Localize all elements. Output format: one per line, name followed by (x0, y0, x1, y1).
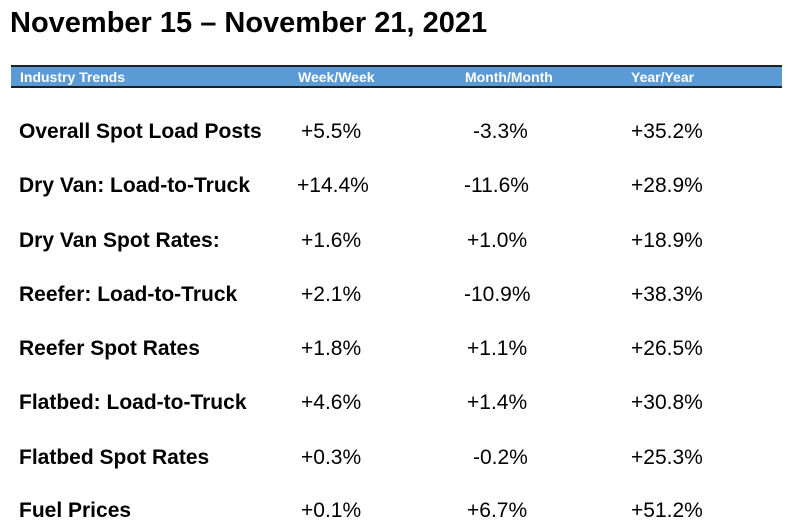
year-value: +30.8% (631, 391, 703, 414)
week-value: +0.3% (301, 446, 362, 469)
header-week-week: Week/Week (298, 69, 375, 85)
table-row: Flatbed: Load-to-Truck +4.6% +1.4% +30.8… (0, 388, 788, 418)
month-value: -10.9% (464, 283, 531, 306)
header-year-year: Year/Year (631, 69, 695, 85)
year-value: +35.2% (631, 120, 703, 143)
year-value: +18.9% (631, 229, 703, 252)
table-row: Fuel Prices +0.1% +6.7% +51.2% (0, 496, 788, 526)
year-value: +38.3% (631, 283, 703, 306)
table-header: Industry Trends Week/Week Month/Month Ye… (11, 65, 782, 88)
week-value: +14.4% (297, 174, 369, 197)
week-value: +2.1% (301, 283, 362, 306)
month-value: -11.6% (464, 174, 529, 197)
year-value: +25.3% (631, 446, 703, 469)
row-label: Flatbed: Load-to-Truck (19, 391, 247, 414)
week-value: +1.6% (301, 229, 362, 252)
row-label: Overall Spot Load Posts (19, 120, 262, 143)
week-value: +0.1% (301, 499, 362, 522)
row-label: Fuel Prices (19, 499, 132, 522)
month-value: +6.7% (467, 499, 528, 522)
month-value: +1.4% (467, 391, 528, 414)
week-value: +5.5% (301, 120, 362, 143)
week-value: +1.8% (301, 337, 362, 360)
row-label: Reefer: Load-to-Truck (19, 283, 238, 306)
table-row: Reefer Spot Rates +1.8% +1.1% +26.5% (0, 334, 788, 364)
header-industry-trends: Industry Trends (20, 69, 126, 85)
row-label: Dry Van Spot Rates: (19, 229, 220, 252)
row-label: Dry Van: Load-to-Truck (19, 174, 251, 197)
table-row: Dry Van: Load-to-Truck +14.4% -11.6% +28… (0, 171, 788, 201)
year-value: +26.5% (631, 337, 703, 360)
year-value: +28.9% (631, 174, 703, 197)
row-label: Flatbed Spot Rates (19, 446, 210, 469)
month-value: +1.1% (467, 337, 528, 360)
table-row: Overall Spot Load Posts +5.5% -3.3% +35.… (0, 117, 788, 147)
year-value: +51.2% (631, 499, 703, 522)
month-value: -3.3% (473, 120, 528, 143)
month-value: -0.2% (473, 446, 528, 469)
table-row: Dry Van Spot Rates: +1.6% +1.0% +18.9% (0, 226, 788, 256)
row-label: Reefer Spot Rates (19, 337, 200, 360)
month-value: +1.0% (467, 229, 528, 252)
page-title: November 15 – November 21, 2021 (10, 7, 488, 39)
header-month-month: Month/Month (465, 69, 553, 85)
table-row: Flatbed Spot Rates +0.3% -0.2% +25.3% (0, 443, 788, 473)
table-row: Reefer: Load-to-Truck +2.1% -10.9% +38.3… (0, 280, 788, 310)
week-value: +4.6% (301, 391, 362, 414)
